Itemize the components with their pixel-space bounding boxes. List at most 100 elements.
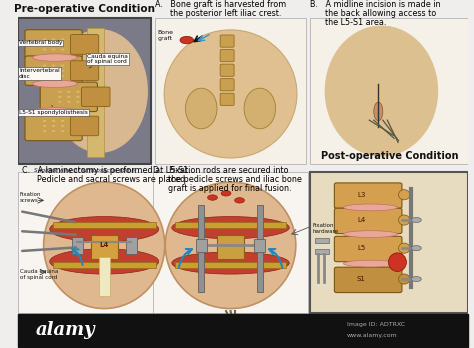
FancyBboxPatch shape xyxy=(220,64,234,76)
Text: the posterior left iliac crest.: the posterior left iliac crest. xyxy=(155,9,282,18)
Bar xyxy=(310,172,468,313)
Text: Vertebral body: Vertebral body xyxy=(19,40,63,46)
Ellipse shape xyxy=(343,231,397,237)
FancyBboxPatch shape xyxy=(220,93,234,105)
Ellipse shape xyxy=(43,125,46,127)
FancyBboxPatch shape xyxy=(25,111,82,141)
Text: Fixation
hardware: Fixation hardware xyxy=(313,223,339,234)
Bar xyxy=(175,262,286,268)
Ellipse shape xyxy=(61,130,64,132)
Text: www.alamy.com: www.alamy.com xyxy=(346,333,397,338)
Bar xyxy=(126,237,137,254)
Bar xyxy=(196,239,207,252)
Bar xyxy=(53,262,155,268)
Ellipse shape xyxy=(165,182,296,309)
Text: B.   A midline incision is made in: B. A midline incision is made in xyxy=(310,0,441,9)
Text: A.   Bone graft is harvested from: A. Bone graft is harvested from xyxy=(155,0,286,9)
Ellipse shape xyxy=(76,91,80,93)
Ellipse shape xyxy=(76,101,80,103)
Ellipse shape xyxy=(43,75,46,77)
Ellipse shape xyxy=(180,36,193,44)
Text: Lateral view: Lateral view xyxy=(372,317,407,322)
Ellipse shape xyxy=(52,44,55,46)
Ellipse shape xyxy=(67,101,71,103)
Ellipse shape xyxy=(164,30,297,158)
Text: Intervertebral
disc: Intervertebral disc xyxy=(19,68,60,79)
FancyBboxPatch shape xyxy=(220,35,234,47)
Ellipse shape xyxy=(52,120,55,122)
Bar xyxy=(217,235,244,259)
Ellipse shape xyxy=(61,64,64,66)
Text: alamy: alamy xyxy=(36,321,95,339)
Ellipse shape xyxy=(399,274,410,284)
Ellipse shape xyxy=(411,277,421,282)
Bar xyxy=(72,237,82,254)
Ellipse shape xyxy=(244,88,275,129)
Bar xyxy=(153,172,308,313)
Text: Image ID: ADTRXC: Image ID: ADTRXC xyxy=(346,322,404,327)
Ellipse shape xyxy=(67,96,71,98)
Ellipse shape xyxy=(58,91,62,93)
Ellipse shape xyxy=(61,75,64,77)
Ellipse shape xyxy=(43,48,46,50)
Ellipse shape xyxy=(32,54,77,61)
FancyBboxPatch shape xyxy=(334,208,402,234)
FancyBboxPatch shape xyxy=(82,87,110,107)
Text: D.   Fixation rods are secured into: D. Fixation rods are secured into xyxy=(153,166,288,174)
FancyBboxPatch shape xyxy=(334,267,402,293)
Text: L5-S1 spondylolisthesis: L5-S1 spondylolisthesis xyxy=(19,105,88,115)
Ellipse shape xyxy=(325,25,438,157)
Text: L4: L4 xyxy=(100,242,109,248)
Ellipse shape xyxy=(399,243,410,253)
Bar xyxy=(315,249,329,254)
Ellipse shape xyxy=(61,38,64,40)
Ellipse shape xyxy=(411,218,421,223)
Text: graft is applied for final fusion.: graft is applied for final fusion. xyxy=(153,184,292,193)
Ellipse shape xyxy=(52,130,55,132)
Text: S1: S1 xyxy=(357,276,366,282)
Ellipse shape xyxy=(50,249,159,274)
Ellipse shape xyxy=(399,215,410,225)
Ellipse shape xyxy=(52,75,55,77)
Ellipse shape xyxy=(61,70,64,72)
Ellipse shape xyxy=(43,120,46,122)
Ellipse shape xyxy=(388,253,406,271)
Text: Bone
graft: Bone graft xyxy=(157,30,173,41)
FancyBboxPatch shape xyxy=(70,35,99,54)
FancyBboxPatch shape xyxy=(40,82,98,112)
Text: Cauda equina
of spinal cord: Cauda equina of spinal cord xyxy=(87,54,128,68)
Ellipse shape xyxy=(76,96,80,98)
Ellipse shape xyxy=(61,120,64,122)
Bar xyxy=(255,239,265,252)
Bar xyxy=(155,18,306,164)
Ellipse shape xyxy=(374,102,383,121)
Bar xyxy=(310,18,468,164)
FancyBboxPatch shape xyxy=(220,49,234,62)
Ellipse shape xyxy=(43,64,46,66)
FancyBboxPatch shape xyxy=(70,116,99,136)
Ellipse shape xyxy=(43,70,46,72)
FancyBboxPatch shape xyxy=(220,79,234,91)
Text: the L5-S1 area.: the L5-S1 area. xyxy=(310,18,387,27)
Ellipse shape xyxy=(61,44,64,46)
Ellipse shape xyxy=(52,29,148,153)
Bar xyxy=(256,205,263,292)
Text: L3: L3 xyxy=(357,192,365,198)
Ellipse shape xyxy=(58,101,62,103)
Ellipse shape xyxy=(43,38,46,40)
Bar xyxy=(18,172,162,313)
Ellipse shape xyxy=(67,91,71,93)
Ellipse shape xyxy=(172,252,289,274)
Ellipse shape xyxy=(32,80,77,87)
FancyBboxPatch shape xyxy=(25,56,82,85)
FancyBboxPatch shape xyxy=(70,61,99,80)
Ellipse shape xyxy=(52,70,55,72)
Bar xyxy=(53,222,155,228)
Ellipse shape xyxy=(61,48,64,50)
Text: Fixation
screws: Fixation screws xyxy=(20,192,41,203)
Text: Pedicle and sacral screws are placed.: Pedicle and sacral screws are placed. xyxy=(22,175,188,184)
Bar xyxy=(91,235,118,259)
Text: L4: L4 xyxy=(357,217,365,223)
Bar xyxy=(99,256,109,296)
Ellipse shape xyxy=(44,182,165,309)
